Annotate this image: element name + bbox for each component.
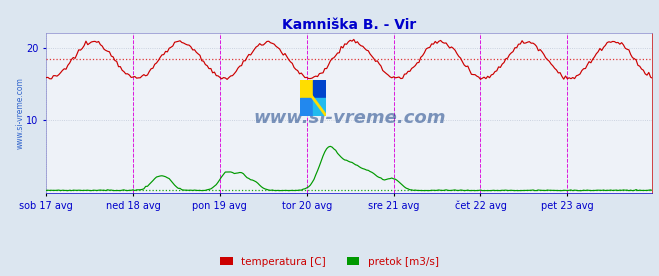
Text: www.si-vreme.com: www.si-vreme.com <box>253 109 445 127</box>
Bar <box>300 98 313 116</box>
Title: Kamniška B. - Vir: Kamniška B. - Vir <box>282 18 416 32</box>
Bar <box>313 80 326 98</box>
Legend: temperatura [C], pretok [m3/s]: temperatura [C], pretok [m3/s] <box>216 253 443 271</box>
Y-axis label: www.si-vreme.com: www.si-vreme.com <box>16 77 25 149</box>
Bar <box>313 98 326 116</box>
Bar <box>300 80 313 98</box>
